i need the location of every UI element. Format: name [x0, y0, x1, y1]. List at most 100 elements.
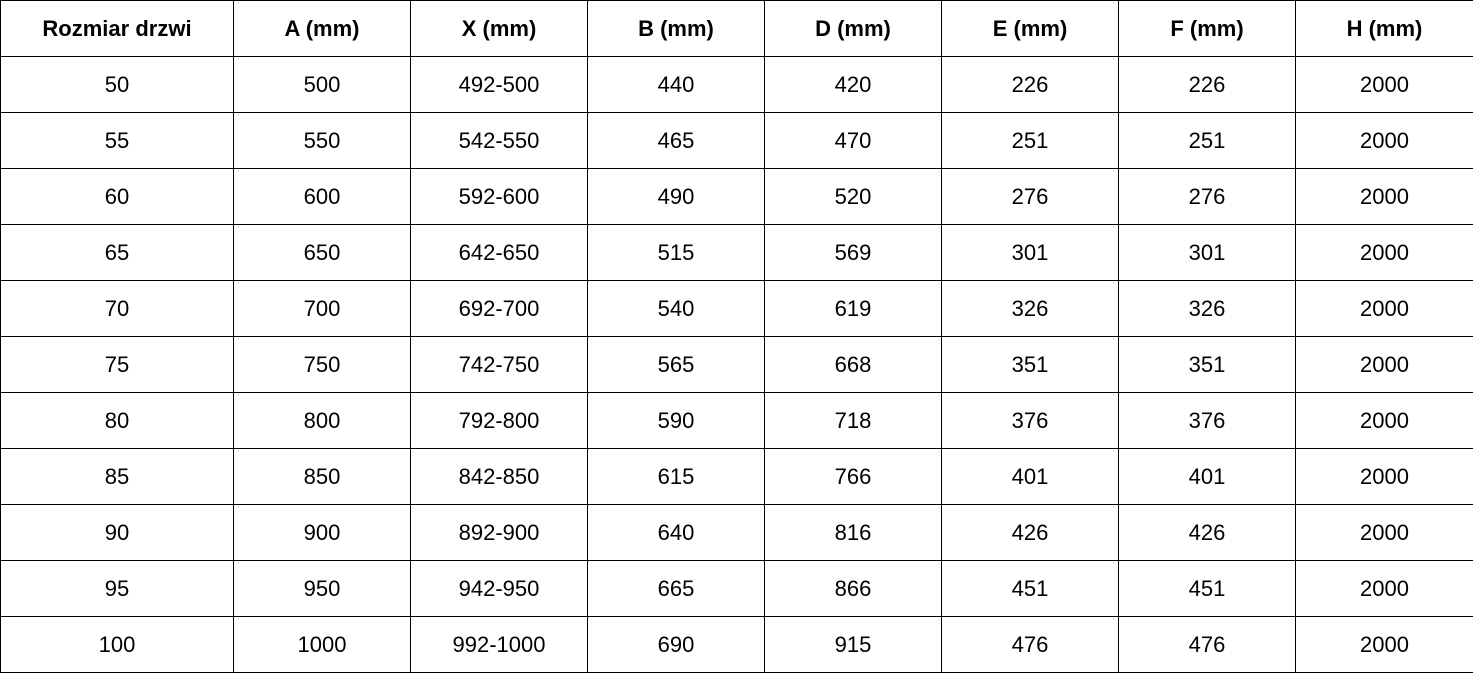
table-cell: 950	[233, 560, 411, 617]
table-row: 90 900 892-900 640 816 426 426 2000	[0, 504, 1473, 561]
table-cell: 401	[941, 448, 1119, 505]
table-cell: 665	[587, 560, 765, 617]
table-row: 55 550 542-550 465 470 251 251 2000	[0, 112, 1473, 169]
table-cell: 515	[587, 224, 765, 281]
table-cell: 900	[233, 504, 411, 561]
table-cell: 2000	[1295, 112, 1473, 169]
table-cell: 476	[1118, 616, 1296, 673]
table-row: 85 850 842-850 615 766 401 401 2000	[0, 448, 1473, 505]
table-cell: 492-500	[410, 56, 588, 113]
table-body: 50 500 492-500 440 420 226 226 2000 55 550 542-550…	[0, 56, 1473, 673]
table-cell: 2000	[1295, 616, 1473, 673]
table-cell: 470	[764, 112, 942, 169]
table-cell: 750	[233, 336, 411, 393]
table-cell: 766	[764, 448, 942, 505]
table-cell: 251	[941, 112, 1119, 169]
table-cell: 451	[941, 560, 1119, 617]
table-header: Rozmiar drzwi A (mm) X (mm) B (mm) D (mm) E (…	[0, 0, 1473, 57]
table-cell: 301	[941, 224, 1119, 281]
table-cell: 2000	[1295, 280, 1473, 337]
column-header: D (mm)	[764, 0, 942, 57]
table-cell: 376	[1118, 392, 1296, 449]
table-cell: 420	[764, 56, 942, 113]
table-cell: 70	[0, 280, 234, 337]
table-cell: 942-950	[410, 560, 588, 617]
table-cell: 542-550	[410, 112, 588, 169]
column-header: Rozmiar drzwi	[0, 0, 234, 57]
table-cell: 2000	[1295, 168, 1473, 225]
table-cell: 326	[941, 280, 1119, 337]
table-cell: 642-650	[410, 224, 588, 281]
table-cell: 668	[764, 336, 942, 393]
table-cell: 650	[233, 224, 411, 281]
table-cell: 65	[0, 224, 234, 281]
table-cell: 892-900	[410, 504, 588, 561]
table-cell: 80	[0, 392, 234, 449]
table-cell: 490	[587, 168, 765, 225]
table-cell: 75	[0, 336, 234, 393]
table-cell: 95	[0, 560, 234, 617]
table-cell: 2000	[1295, 56, 1473, 113]
table-cell: 476	[941, 616, 1119, 673]
table-cell: 692-700	[410, 280, 588, 337]
table-cell: 742-750	[410, 336, 588, 393]
table-cell: 540	[587, 280, 765, 337]
table-cell: 2000	[1295, 504, 1473, 561]
column-header: E (mm)	[941, 0, 1119, 57]
table-row: 80 800 792-800 590 718 376 376 2000	[0, 392, 1473, 449]
table-cell: 866	[764, 560, 942, 617]
table-cell: 592-600	[410, 168, 588, 225]
column-header: B (mm)	[587, 0, 765, 57]
table-cell: 351	[941, 336, 1119, 393]
table-cell: 2000	[1295, 560, 1473, 617]
table-cell: 426	[1118, 504, 1296, 561]
table-cell: 569	[764, 224, 942, 281]
table-cell: 401	[1118, 448, 1296, 505]
table-cell: 590	[587, 392, 765, 449]
column-header: H (mm)	[1295, 0, 1473, 57]
table-cell: 251	[1118, 112, 1296, 169]
table-cell: 550	[233, 112, 411, 169]
table-cell: 615	[587, 448, 765, 505]
table-cell: 1000	[233, 616, 411, 673]
table-cell: 226	[941, 56, 1119, 113]
table-cell: 465	[587, 112, 765, 169]
table-row: 100 1000 992-1000 690 915 476 476 2000	[0, 616, 1473, 673]
table-cell: 842-850	[410, 448, 588, 505]
table-cell: 55	[0, 112, 234, 169]
table-cell: 700	[233, 280, 411, 337]
table-cell: 276	[1118, 168, 1296, 225]
table-cell: 500	[233, 56, 411, 113]
table-cell: 85	[0, 448, 234, 505]
table-cell: 816	[764, 504, 942, 561]
table-cell: 376	[941, 392, 1119, 449]
column-header: F (mm)	[1118, 0, 1296, 57]
table-row: 70 700 692-700 540 619 326 326 2000	[0, 280, 1473, 337]
table-cell: 100	[0, 616, 234, 673]
table-cell: 619	[764, 280, 942, 337]
table-cell: 520	[764, 168, 942, 225]
table-cell: 426	[941, 504, 1119, 561]
column-header: X (mm)	[410, 0, 588, 57]
table-cell: 2000	[1295, 448, 1473, 505]
header-row: Rozmiar drzwi A (mm) X (mm) B (mm) D (mm) E (…	[0, 0, 1473, 57]
table-row: 60 600 592-600 490 520 276 276 2000	[0, 168, 1473, 225]
table-row: 95 950 942-950 665 866 451 451 2000	[0, 560, 1473, 617]
table-cell: 301	[1118, 224, 1296, 281]
table-cell: 565	[587, 336, 765, 393]
table-cell: 718	[764, 392, 942, 449]
table-cell: 850	[233, 448, 411, 505]
table-cell: 2000	[1295, 336, 1473, 393]
table-cell: 2000	[1295, 392, 1473, 449]
table-cell: 276	[941, 168, 1119, 225]
table-cell: 351	[1118, 336, 1296, 393]
table-cell: 451	[1118, 560, 1296, 617]
table-cell: 2000	[1295, 224, 1473, 281]
table-row: 50 500 492-500 440 420 226 226 2000	[0, 56, 1473, 113]
table-cell: 440	[587, 56, 765, 113]
table-cell: 992-1000	[410, 616, 588, 673]
table-cell: 800	[233, 392, 411, 449]
table-row: 65 650 642-650 515 569 301 301 2000	[0, 224, 1473, 281]
table-cell: 792-800	[410, 392, 588, 449]
